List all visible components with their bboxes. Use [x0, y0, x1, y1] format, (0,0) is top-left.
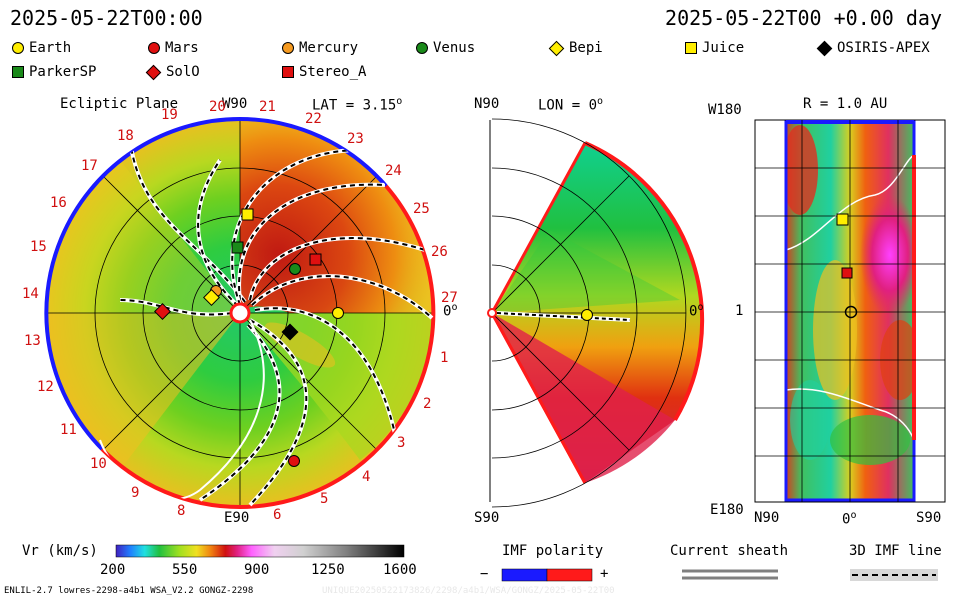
colorbar-tick-900: 900 [244, 562, 270, 578]
rot-23: 23 [347, 131, 364, 147]
current-sheath-swatch [682, 569, 778, 580]
imf-polarity-label: IMF polarity [502, 543, 604, 559]
legend-mars: Mars [148, 40, 199, 56]
colorbar [115, 544, 405, 558]
rot-18: 18 [117, 128, 134, 144]
osiris-apex-marker [281, 323, 299, 341]
ecliptic-lat-label: LAT = 3.15o [312, 96, 403, 114]
ecliptic-top-label: W90 [222, 96, 248, 112]
solo-marker [154, 303, 171, 320]
rot-1: 1 [440, 350, 448, 366]
rot-5: 5 [320, 491, 328, 507]
earth-marker [332, 307, 344, 319]
legend-solo: SolO [145, 64, 200, 80]
synoptic-e180-label: E180 [710, 502, 744, 518]
colorbar-tick-1250: 1250 [311, 562, 345, 578]
meridional-s90-label: S90 [474, 510, 500, 526]
imf-minus-label: − [480, 566, 489, 582]
rot-3: 3 [397, 435, 405, 451]
mars-marker-icon [148, 42, 160, 54]
legend-venus: Venus [416, 40, 475, 56]
rot-11: 11 [60, 422, 77, 438]
rotation-numbers: 20 21 22 23 24 25 26 27 1 2 3 4 5 6 8 9 … [22, 99, 458, 523]
ecliptic-field-lines [99, 139, 434, 507]
rot-15: 15 [30, 239, 47, 255]
rot-13: 13 [24, 333, 41, 349]
legend-earth: Earth [12, 40, 71, 56]
rot-21: 21 [259, 99, 276, 115]
current-sheath-label: Current sheath [670, 543, 789, 559]
rot-14: 14 [22, 286, 39, 302]
imf-positive-swatch [546, 568, 593, 582]
rot-6: 6 [273, 507, 281, 523]
footer-model-info: ENLIL-2.7 lowres-2298-a4b1 WSA_V2.2 GONG… [4, 586, 254, 596]
colorbar-tick-550: 550 [172, 562, 198, 578]
meridional-plot [487, 118, 705, 508]
footer-run-id: UNIQUE20250522173826/2298/a4b1/WSA/GONGZ… [322, 586, 615, 596]
rot-22: 22 [305, 111, 322, 127]
juice-marker [241, 208, 254, 221]
rot-24: 24 [385, 163, 402, 179]
synoptic-stereo-a-marker [841, 267, 853, 279]
imf-line-swatch [850, 569, 938, 581]
synoptic-w180-label: W180 [708, 102, 742, 118]
synoptic-x-s90: S90 [916, 510, 942, 526]
rot-2: 2 [423, 396, 431, 412]
legend-osiris-apex: OSIRIS-APEX [816, 40, 930, 56]
parkersp-marker [231, 241, 244, 254]
colorbar-tick-1600: 1600 [383, 562, 417, 578]
imf-plus-label: + [600, 566, 609, 582]
earth-marker-icon [12, 42, 24, 54]
legend-parkersp: ParkerSP [12, 64, 96, 80]
stereo-a-marker [309, 253, 322, 266]
juice-marker-icon [685, 42, 697, 54]
rot-20: 20 [209, 99, 226, 115]
rot-16: 16 [50, 195, 67, 211]
timestamp-right: 2025-05-22T00 +0.00 day [665, 6, 942, 30]
parkersp-marker-icon [12, 66, 24, 78]
imf-negative-swatch [501, 568, 548, 582]
stereo-a-marker-icon [282, 66, 294, 78]
rot-10: 10 [90, 456, 107, 472]
colorbar-tick-200: 200 [100, 562, 126, 578]
synoptic-mid-label: 1 [735, 303, 744, 319]
rot-27: 27 [441, 290, 458, 306]
synoptic-juice-marker [836, 213, 849, 226]
meridional-lon-label: LON = 0o [538, 96, 604, 114]
colorbar-label: Vr (km/s) [22, 543, 98, 559]
legend-bepi: Bepi [548, 40, 603, 56]
bepi-marker [203, 289, 220, 306]
rot-9: 9 [131, 485, 139, 501]
venus-marker [289, 263, 301, 275]
rot-12: 12 [37, 379, 54, 395]
venus-marker-icon [416, 42, 428, 54]
meridional-n90-label: N90 [474, 96, 500, 112]
legend-stereo-a: Stereo_A [282, 64, 366, 80]
rot-25: 25 [413, 201, 430, 217]
synoptic-title: R = 1.0 AU [803, 96, 888, 112]
ecliptic-title: Ecliptic Plane [60, 96, 179, 112]
ecliptic-body-markers [154, 208, 344, 467]
sun-marker [229, 302, 251, 324]
rot-4: 4 [362, 469, 370, 485]
meridional-earth-marker [581, 309, 593, 321]
meridional-right-label: 0o [689, 302, 704, 320]
imf-line-label: 3D IMF line [849, 543, 942, 559]
rot-19: 19 [161, 107, 178, 123]
ecliptic-bottom-label: E90 [224, 510, 250, 526]
synoptic-x-n90: N90 [754, 510, 780, 526]
ecliptic-right-label: 0o [443, 302, 458, 320]
synoptic-earth-marker [844, 305, 858, 319]
rot-8: 8 [177, 503, 185, 519]
synoptic-x-0: 0o [842, 510, 857, 528]
synoptic-plot [754, 119, 946, 503]
mercury-marker-icon [282, 42, 294, 54]
mars-marker [288, 455, 300, 467]
legend-juice: Juice [685, 40, 744, 56]
rot-17: 17 [81, 158, 98, 174]
rot-26: 26 [431, 244, 448, 260]
legend-mercury: Mercury [282, 40, 358, 56]
timestamp-left: 2025-05-22T00:00 [10, 6, 203, 30]
